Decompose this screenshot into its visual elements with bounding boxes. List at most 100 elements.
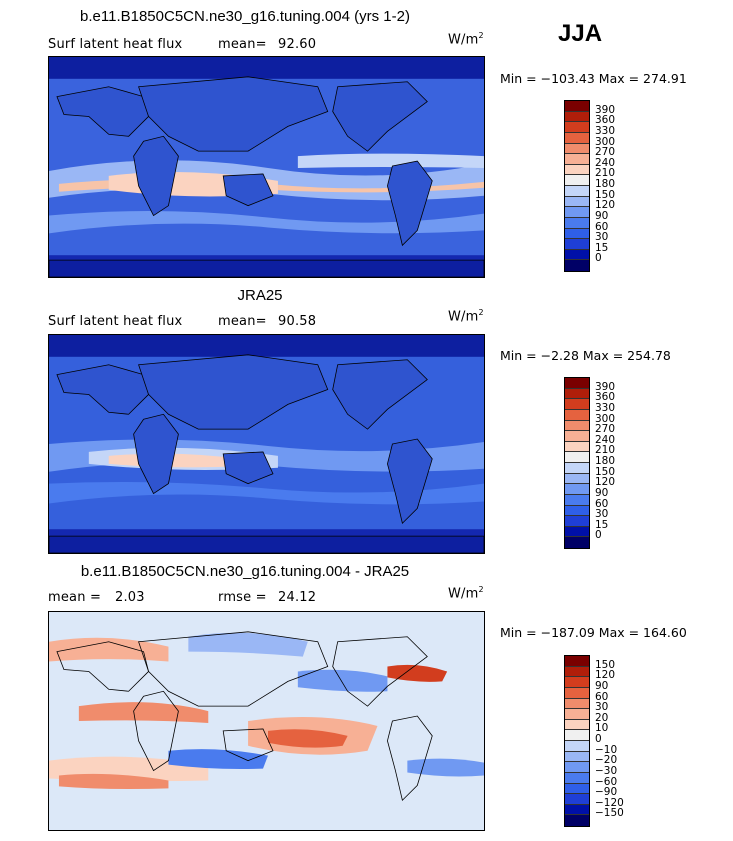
panel1-title: b.e11.B1850C5CN.ne30_g16.tuning.004 (yrs… <box>80 8 410 25</box>
colorbar-tick-label: 240 <box>595 433 616 446</box>
panel2-title: JRA25 <box>237 287 283 304</box>
colorbar-tick-label: 60 <box>595 690 609 703</box>
colorbar-swatch <box>565 666 589 678</box>
colorbar-swatch <box>565 143 589 155</box>
panel2-colorbar <box>564 377 590 549</box>
colorbar-tick-label: 20 <box>595 711 609 724</box>
colorbar-swatch <box>565 399 589 410</box>
panel2-map <box>48 334 485 554</box>
colorbar-swatch <box>565 687 589 699</box>
colorbar-swatch <box>565 730 589 741</box>
colorbar-swatch <box>565 122 589 133</box>
colorbar-tick-label: −20 <box>595 754 618 767</box>
colorbar-swatch <box>565 175 589 186</box>
colorbar-swatch <box>565 526 589 538</box>
colorbar-tick-label: 300 <box>595 135 616 148</box>
colorbar-tick-label: 60 <box>595 220 609 233</box>
panel2-variable: Surf latent heat flux <box>48 314 183 329</box>
colorbar-tick-label: 210 <box>595 167 616 180</box>
panel2-minmax: Min = −2.28 Max = 254.78 <box>500 348 671 363</box>
panel2-unit: W/m2 <box>448 308 484 325</box>
colorbar-tick-label: 0 <box>595 733 602 745</box>
colorbar-tick-label: 120 <box>595 199 616 212</box>
colorbar-tick-label: 120 <box>595 476 616 489</box>
colorbar-tick-label: 60 <box>595 497 609 510</box>
colorbar-tick-label: 390 <box>595 380 616 393</box>
colorbar-tick-label: 10 <box>595 722 609 735</box>
colorbar-swatch <box>565 505 589 517</box>
colorbar-tick-label: −30 <box>595 764 618 777</box>
colorbar-swatch <box>565 677 589 688</box>
colorbar-tick-label: 240 <box>595 156 616 169</box>
colorbar-swatch <box>565 452 589 463</box>
colorbar-swatch <box>565 463 589 474</box>
colorbar-swatch <box>565 516 589 527</box>
colorbar-tick-label: −10 <box>595 743 618 756</box>
panel3-unit: W/m2 <box>448 585 484 602</box>
colorbar-swatch <box>565 473 589 485</box>
colorbar-swatch <box>565 409 589 421</box>
colorbar-swatch <box>565 815 589 826</box>
panel3-title: b.e11.B1850C5CN.ne30_g16.tuning.004 - JR… <box>80 563 410 580</box>
panel1-minmax: Min = −103.43 Max = 274.91 <box>500 71 687 86</box>
colorbar-swatch <box>565 164 589 176</box>
colorbar-tick-label: 330 <box>595 401 616 414</box>
panel3-colorbar <box>564 655 590 827</box>
colorbar-swatch <box>565 762 589 773</box>
colorbar-tick-label: −120 <box>595 796 624 809</box>
colorbar-swatch <box>565 207 589 218</box>
colorbar-tick-label: 270 <box>595 146 616 159</box>
panel3-mean-label: mean = <box>48 590 102 605</box>
colorbar-tick-label: 180 <box>595 455 616 467</box>
colorbar-swatch <box>565 751 589 763</box>
panel1-variable: Surf latent heat flux <box>48 37 183 52</box>
panel2-mean-value: 90.58 <box>278 314 317 329</box>
colorbar-tick-label: −90 <box>595 786 618 799</box>
panel2-map-svg <box>49 335 484 553</box>
colorbar-swatch <box>565 217 589 229</box>
panel1-unit: W/m2 <box>448 31 484 48</box>
colorbar-tick-label: 330 <box>595 124 616 137</box>
colorbar-swatch <box>565 420 589 432</box>
panel3-mean-value: 2.03 <box>115 590 145 605</box>
colorbar-swatch <box>565 378 589 389</box>
panel1-mean-value: 92.60 <box>278 37 317 52</box>
panel3-minmax: Min = −187.09 Max = 164.60 <box>500 625 687 640</box>
colorbar-tick-label: 90 <box>595 679 609 692</box>
colorbar-tick-label: 90 <box>595 209 609 222</box>
colorbar-tick-label: 300 <box>595 412 616 425</box>
panel3-map <box>48 611 485 831</box>
colorbar-swatch <box>565 132 589 144</box>
colorbar-swatch <box>565 484 589 495</box>
colorbar-swatch <box>565 698 589 710</box>
colorbar-swatch <box>565 249 589 261</box>
colorbar-tick-label: −150 <box>595 807 624 820</box>
colorbar-tick-label: 360 <box>595 114 616 127</box>
colorbar-tick-label: 120 <box>595 669 616 682</box>
colorbar-swatch <box>565 101 589 112</box>
colorbar-tick-label: 360 <box>595 391 616 404</box>
colorbar-tick-label: 15 <box>595 241 609 254</box>
colorbar-swatch <box>565 260 589 271</box>
panel1-colorbar <box>564 100 590 272</box>
colorbar-tick-label: −60 <box>595 775 618 788</box>
colorbar-swatch <box>565 709 589 720</box>
colorbar-tick-label: 0 <box>595 529 602 542</box>
colorbar-swatch <box>565 772 589 784</box>
colorbar-swatch <box>565 656 589 667</box>
colorbar-swatch <box>565 239 589 250</box>
panel1-map <box>48 56 485 278</box>
colorbar-tick-label: 30 <box>595 701 609 714</box>
panel3-rmse-value: 24.12 <box>278 590 317 605</box>
colorbar-tick-label: 30 <box>595 231 609 244</box>
colorbar-tick-label: 90 <box>595 486 609 499</box>
colorbar-tick-label: 150 <box>595 658 616 671</box>
colorbar-swatch <box>565 111 589 123</box>
colorbar-tick-label: 390 <box>595 103 616 116</box>
panel2-mean-label: mean= <box>218 314 267 329</box>
colorbar-swatch <box>565 388 589 400</box>
colorbar-swatch <box>565 783 589 795</box>
colorbar-tick-label: 270 <box>595 423 616 436</box>
panel1-map-svg <box>49 57 484 277</box>
colorbar-swatch <box>565 441 589 453</box>
